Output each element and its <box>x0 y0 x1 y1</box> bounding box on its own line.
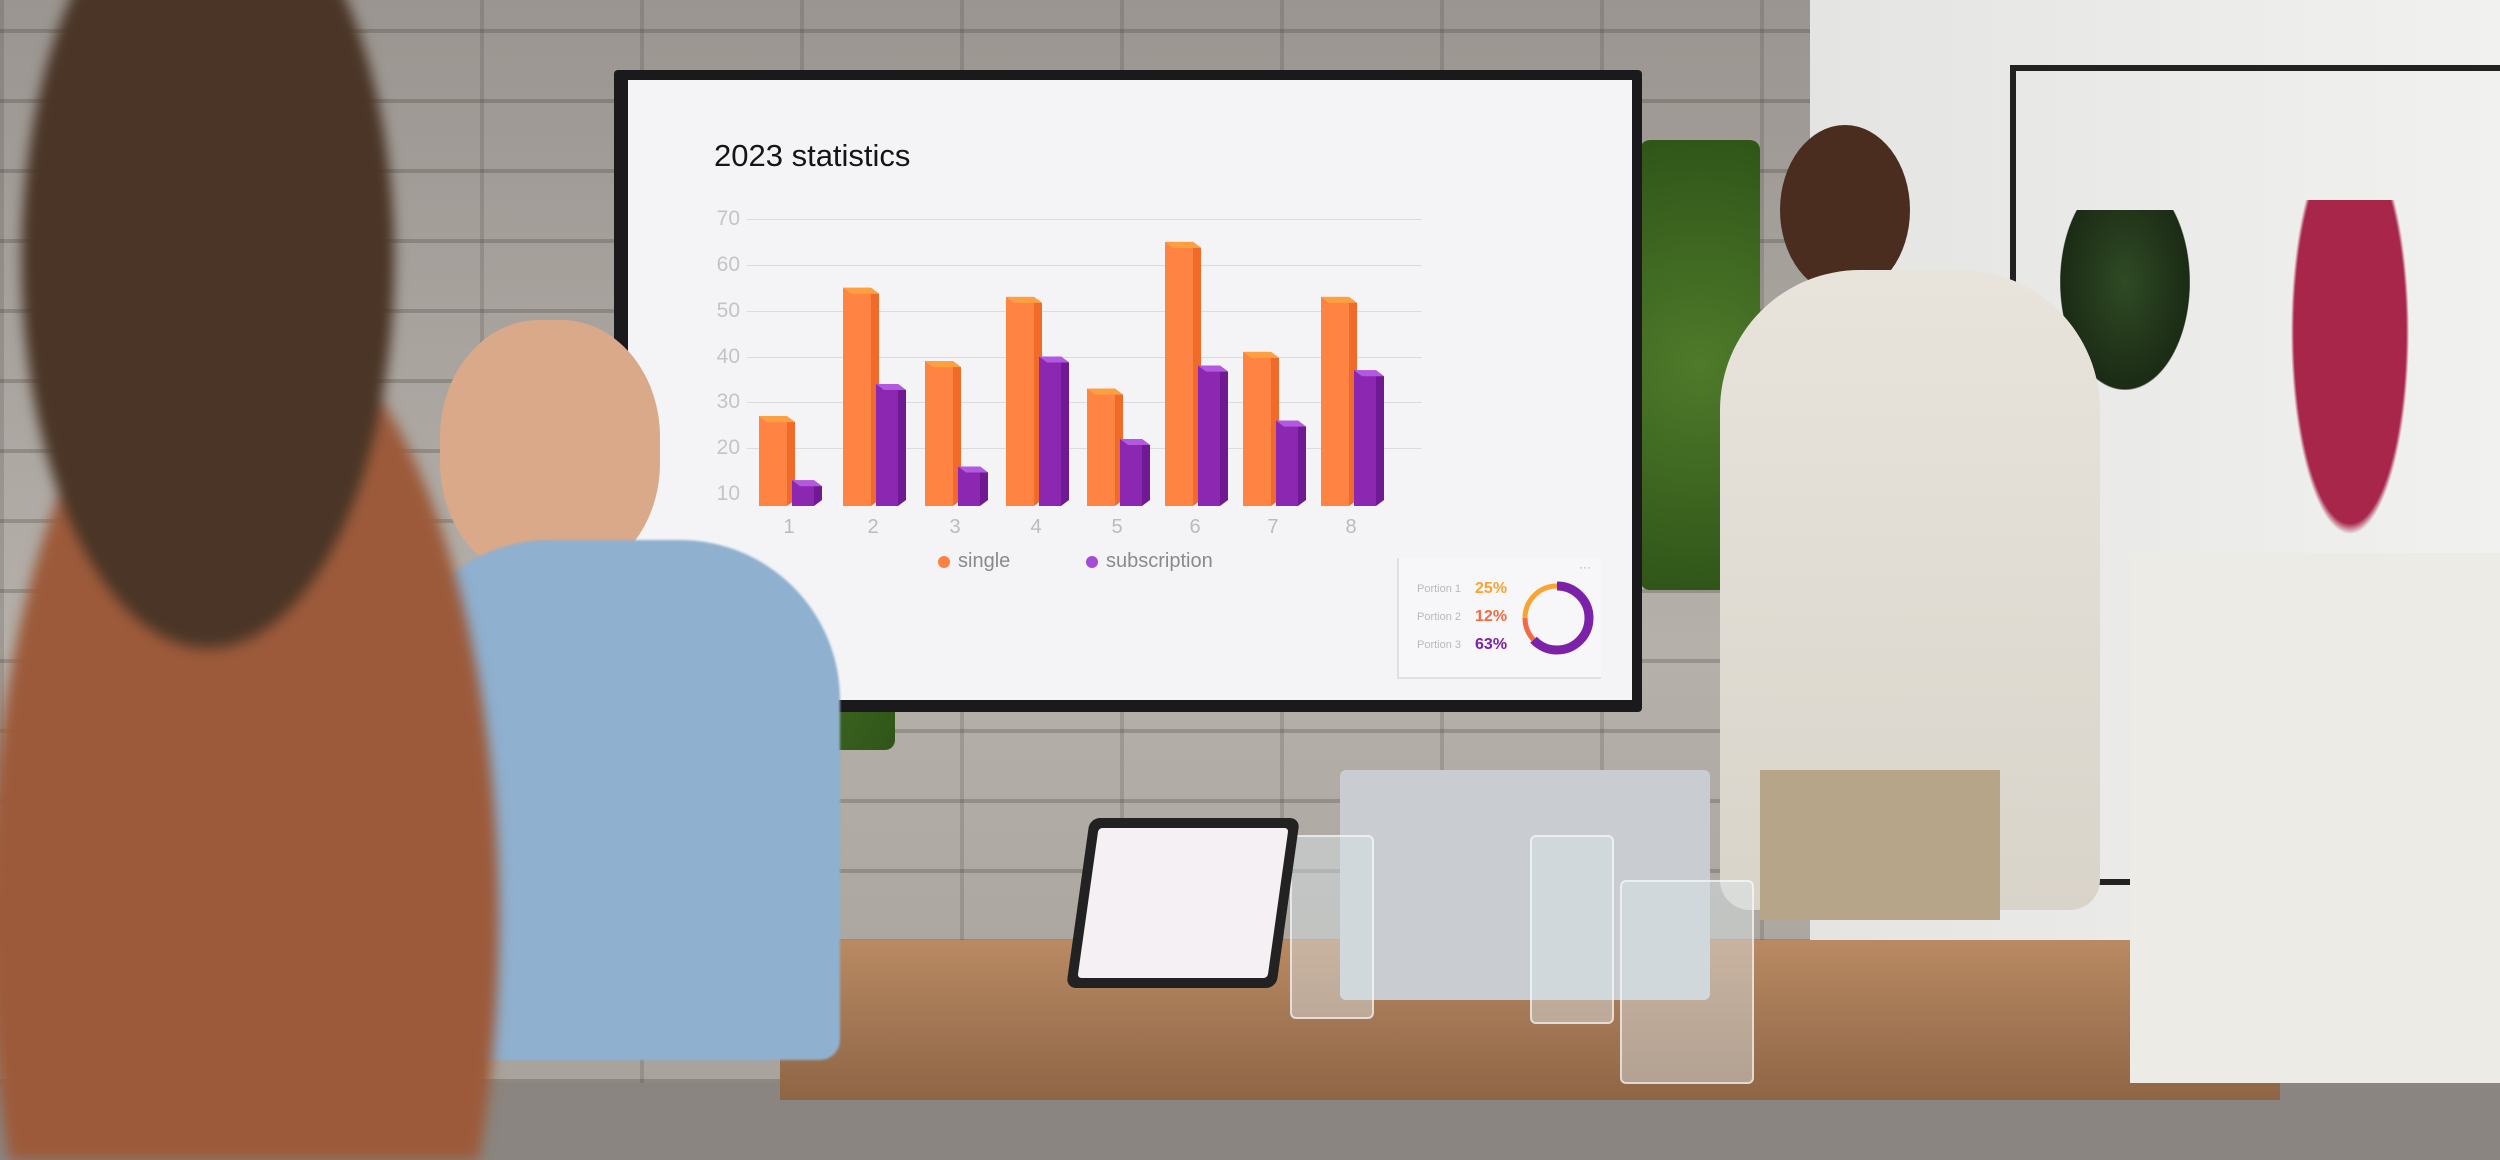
y-tick-label: 70 <box>716 207 740 230</box>
gridline <box>747 448 1422 450</box>
bar-side <box>980 466 988 506</box>
x-tick-label: 8 <box>1345 516 1357 538</box>
glass <box>1290 835 1374 1019</box>
portion-row: Portion 1 25% <box>1417 580 1507 598</box>
bar-subscription <box>1276 420 1298 506</box>
bar-top <box>843 287 879 294</box>
bar-side <box>1061 356 1069 506</box>
bar-single <box>1087 388 1115 506</box>
legend-item-single: single <box>938 550 1010 573</box>
woman-right <box>2130 200 2500 1083</box>
y-tick-label: 50 <box>716 298 740 322</box>
bar-subscription <box>1120 439 1142 506</box>
portion-row: Portion 2 12% <box>1417 608 1507 626</box>
bar-side <box>1142 439 1150 506</box>
bar-single <box>759 416 787 506</box>
y-tick-label: 40 <box>716 344 740 368</box>
portion-label: Portion 3 <box>1417 639 1462 651</box>
y-tick-label: 30 <box>716 390 740 414</box>
bar-subscription <box>1198 365 1220 506</box>
gridline <box>747 402 1422 404</box>
bar-top <box>1243 351 1279 358</box>
legend-swatch <box>1086 555 1098 568</box>
bar-side <box>898 384 906 506</box>
presenter-head <box>1780 125 1910 295</box>
y-tick-label: 60 <box>716 252 740 276</box>
tablet-screen <box>1077 828 1289 978</box>
legend-label: single <box>958 550 1011 572</box>
y-tick-label: 20 <box>716 436 740 460</box>
bar-side <box>1298 420 1306 506</box>
bar-subscription <box>958 466 980 506</box>
bar-subscription <box>876 384 898 506</box>
woman-foreground <box>0 0 640 1160</box>
glass <box>1530 835 1614 1024</box>
donut-panel: ··· Portion 1 25% Portion 2 12% Portion 3 6… <box>1397 558 1601 679</box>
bar-top <box>1198 365 1228 372</box>
bar-single <box>1321 296 1349 506</box>
x-tick-label: 4 <box>1030 516 1042 538</box>
bar-subscription <box>1039 356 1061 506</box>
bar-top <box>876 384 906 390</box>
portion-row: Portion 3 63% <box>1417 636 1507 654</box>
bar-top <box>1039 356 1069 363</box>
x-tick-label: 5 <box>1111 516 1123 538</box>
glass <box>1620 880 1754 1084</box>
bar-top <box>792 480 822 487</box>
portion-value: 12% <box>1475 608 1508 625</box>
bar-top <box>958 466 988 473</box>
bar-single <box>1243 351 1271 506</box>
legend-swatch <box>938 555 950 568</box>
gridline <box>747 356 1422 358</box>
bar-chart <box>759 241 1384 506</box>
portion-value: 63% <box>1475 636 1508 653</box>
bar-top <box>1006 296 1042 303</box>
bar-subscription <box>1354 370 1376 506</box>
x-tick-label: 7 <box>1267 516 1279 538</box>
more-horizontal-icon[interactable]: ··· <box>1579 560 1591 574</box>
bar-top <box>1321 296 1357 303</box>
donut-segment <box>1522 583 1592 653</box>
bar-side <box>814 480 822 506</box>
presenter-legs <box>1760 770 2000 920</box>
bar-single <box>1006 296 1034 506</box>
bar-top <box>1354 370 1384 377</box>
bar-top <box>1276 420 1306 427</box>
gridline <box>747 310 1422 312</box>
bar-side <box>1220 365 1228 506</box>
x-tick-label: 6 <box>1189 516 1201 538</box>
y-tick-label: 10 <box>716 482 740 505</box>
portion-value: 25% <box>1475 580 1508 597</box>
legend-label: subscription <box>1106 550 1213 572</box>
bar-single <box>843 287 871 506</box>
chart-title: 2023 statistics <box>714 138 911 173</box>
laptop <box>1340 770 1710 1000</box>
portion-label: Portion 2 <box>1417 611 1462 623</box>
portion-label: Portion 1 <box>1417 583 1462 595</box>
bar-top <box>925 361 961 368</box>
bar-single <box>1165 241 1193 506</box>
bar-single <box>925 361 953 506</box>
bar-top <box>759 416 795 423</box>
gridline <box>747 219 1422 220</box>
bar-top <box>1120 439 1150 445</box>
legend-item-subscription: subscription <box>1086 550 1213 573</box>
bar-subscription <box>792 480 814 506</box>
bar-top <box>1165 241 1201 248</box>
x-tick-label: 2 <box>867 516 879 538</box>
donut-segment <box>1522 583 1592 653</box>
gridline <box>747 264 1422 266</box>
donut-chart <box>1520 581 1594 655</box>
bar-top <box>1087 388 1123 395</box>
x-tick-label: 1 <box>783 516 795 538</box>
x-tick-label: 3 <box>949 516 961 538</box>
bar-side <box>1376 370 1384 506</box>
